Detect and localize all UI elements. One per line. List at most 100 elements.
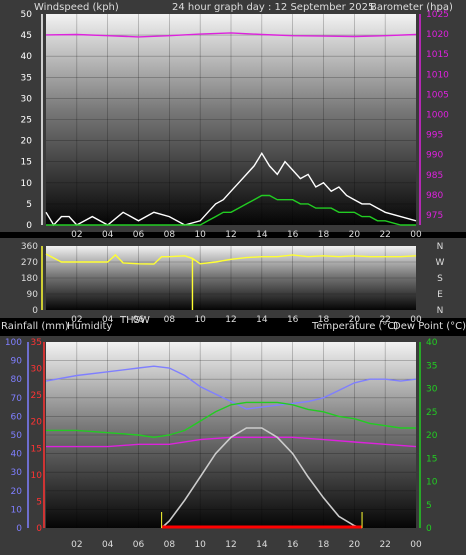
- baro-y-tick-label: 1005: [426, 90, 449, 100]
- humidity-axis-title: Humidity: [67, 321, 113, 332]
- plot-area-1: [46, 14, 416, 225]
- x-tick-label-2: 02: [71, 315, 82, 325]
- x-tick-label-1: 12: [225, 230, 236, 240]
- wind-gust-line: [46, 194, 416, 226]
- wind-y-tick-label: 5: [26, 200, 32, 210]
- x-tick-label-3: 16: [287, 540, 299, 550]
- x-tick-label-1: 14: [256, 230, 268, 240]
- thsw-line: [161, 427, 363, 529]
- x-tick-label-2: 16: [287, 315, 299, 325]
- temp-y-tick-label: 40: [426, 338, 438, 348]
- direction-y-tick-label: 270: [21, 258, 38, 268]
- x-tick-label-3: 14: [256, 540, 268, 550]
- rain-y-tick-label: 5: [36, 497, 42, 507]
- x-tick-label-2: 14: [256, 315, 268, 325]
- humidity-y-tick-label: 80: [11, 375, 23, 385]
- barometer-axis-title: Barometer (hpa): [370, 2, 453, 13]
- compass-label: N: [437, 306, 444, 316]
- x-tick-label-1: 06: [133, 230, 145, 240]
- temperature-axis-title: Temperature (°C): [312, 321, 399, 332]
- rainfall-axis-title: Rainfall (mm): [1, 321, 69, 332]
- x-tick-label-3: 08: [164, 540, 176, 550]
- x-tick-label-2: 22: [379, 315, 390, 325]
- baro-y-tick-label: 980: [426, 191, 443, 201]
- humidity-y-tick-label: 70: [11, 394, 23, 404]
- wind-y-tick-label: 15: [21, 158, 32, 168]
- x-tick-label-1: 02: [71, 230, 82, 240]
- x-tick-label-3: 10: [194, 540, 206, 550]
- direction-y-tick-label: 360: [21, 242, 38, 252]
- rain-y-tick-label: 30: [31, 365, 43, 375]
- rain-y-tick-label: 35: [31, 338, 42, 348]
- baro-y-tick-label: 1010: [426, 70, 449, 80]
- thsw-label: THSW: [120, 315, 150, 326]
- wind-y-tick-label: 45: [21, 31, 32, 41]
- direction-y-tick-label: 180: [21, 274, 38, 284]
- x-tick-label-3: 22: [379, 540, 390, 550]
- x-tick-label-3: 04: [102, 540, 114, 550]
- humidity-y-tick-label: 40: [11, 450, 23, 460]
- baro-y-tick-label: 1020: [426, 30, 449, 40]
- compass-label: N: [437, 242, 444, 252]
- x-tick-label-1: 08: [164, 230, 176, 240]
- wind-y-tick-label: 20: [21, 137, 33, 147]
- rain-y-tick-label: 10: [31, 471, 43, 481]
- humidity-line: [45, 365, 417, 410]
- x-tick-label-2: 12: [225, 315, 236, 325]
- temp-y-tick-label: 30: [426, 385, 438, 395]
- x-tick-label-3: 12: [225, 540, 236, 550]
- x-tick-label-1: 00: [410, 230, 422, 240]
- rain-y-tick-label: 25: [31, 391, 42, 401]
- x-tick-label-1: 20: [349, 230, 361, 240]
- rain-y-tick-label: 20: [31, 418, 43, 428]
- wind-y-tick-label: 40: [21, 52, 33, 62]
- x-tick-label-3: 00: [410, 540, 422, 550]
- x-tick-label-3: 06: [133, 540, 145, 550]
- x-tick-label-1: 22: [379, 230, 390, 240]
- x-tick-label-2: 04: [102, 315, 114, 325]
- x-tick-label-2: 18: [318, 315, 330, 325]
- windspeed-line: [45, 151, 417, 227]
- x-tick-label-2: 08: [164, 315, 176, 325]
- x-tick-label-2: 00: [410, 315, 422, 325]
- baro-y-tick-label: 975: [426, 211, 443, 221]
- baro-y-tick-label: 985: [426, 171, 443, 181]
- temp-y-tick-label: 15: [426, 454, 437, 464]
- direction-y-tick-label: 90: [27, 290, 39, 300]
- temp-y-tick-label: 10: [426, 478, 438, 488]
- temp-y-tick-label: 0: [426, 524, 432, 534]
- compass-label: E: [437, 290, 443, 300]
- x-tick-label-1: 10: [194, 230, 206, 240]
- x-tick-label-1: 04: [102, 230, 114, 240]
- baro-y-tick-label: 1025: [426, 10, 449, 20]
- x-tick-label-3: 20: [349, 540, 361, 550]
- humidity-y-tick-label: 20: [11, 487, 23, 497]
- graph-title: 24 hour graph day : 12 September 2025: [172, 2, 375, 13]
- direction-y-tick-label: 0: [32, 306, 38, 316]
- humidity-y-tick-label: 90: [11, 357, 23, 367]
- temp-y-tick-label: 25: [426, 408, 437, 418]
- x-tick-label-1: 16: [287, 230, 299, 240]
- wind-y-tick-label: 0: [26, 221, 32, 231]
- temperature-line: [46, 401, 416, 439]
- wind-y-tick-label: 50: [21, 10, 33, 20]
- humidity-y-tick-label: 0: [16, 524, 22, 534]
- x-tick-label-1: 18: [318, 230, 330, 240]
- humidity-y-tick-label: 60: [11, 412, 23, 422]
- humidity-y-tick-label: 10: [11, 505, 23, 515]
- gridlines-3: [46, 342, 416, 528]
- plot-area-2: [46, 246, 416, 310]
- gridlines-1: [46, 14, 416, 225]
- wind-y-tick-label: 10: [21, 179, 33, 189]
- temp-y-tick-label: 20: [426, 431, 438, 441]
- wind-y-tick-label: 30: [21, 94, 33, 104]
- wind-direction-line: [45, 253, 417, 265]
- humidity-y-tick-label: 30: [11, 468, 23, 478]
- baro-y-tick-label: 995: [426, 131, 443, 141]
- x-tick-label-3: 02: [71, 540, 82, 550]
- humidity-y-tick-label: 100: [5, 338, 22, 348]
- x-tick-label-2: 10: [194, 315, 206, 325]
- rain-y-tick-label: 0: [36, 524, 42, 534]
